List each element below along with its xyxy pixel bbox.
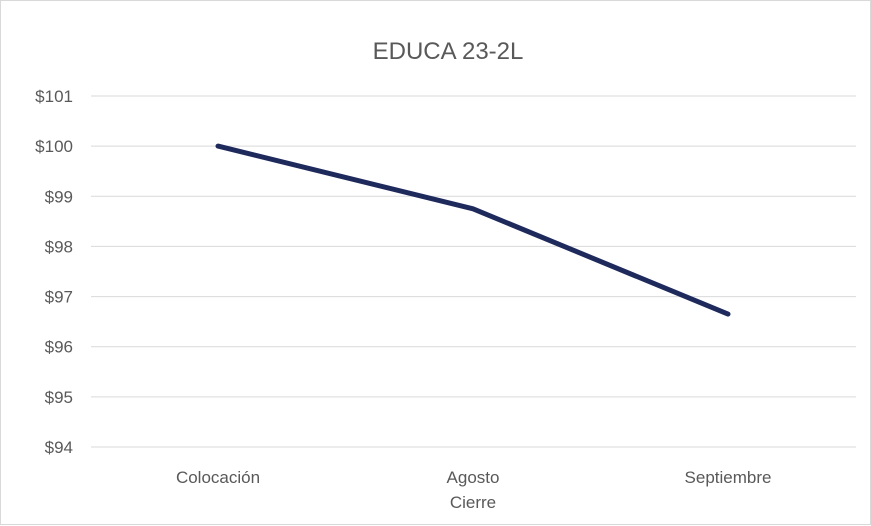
y-tick-label: $96	[45, 338, 73, 357]
x-tick-label: Agosto	[447, 468, 500, 487]
y-tick-label: $99	[45, 187, 73, 206]
gridlines	[91, 95, 856, 448]
x-tick-label: Colocación	[176, 468, 260, 487]
x-tick-label: Septiembre	[685, 468, 772, 487]
y-tick-label: $101	[35, 87, 73, 106]
y-tick-label: $97	[45, 288, 73, 307]
y-tick-label: $98	[45, 237, 73, 256]
y-tick-label: $100	[35, 137, 73, 156]
x-axis-label: Cierre	[450, 493, 496, 512]
series-group	[215, 143, 731, 317]
y-tick-label: $95	[45, 388, 73, 407]
y-axis-ticks: $94 $95 $96 $97 $98 $99 $100 $101	[35, 87, 73, 457]
series-line	[215, 143, 731, 317]
chart-title: EDUCA 23-2L	[373, 38, 524, 65]
y-tick-label: $94	[45, 438, 73, 457]
x-axis-ticks: Colocación Agosto Septiembre	[176, 468, 772, 487]
